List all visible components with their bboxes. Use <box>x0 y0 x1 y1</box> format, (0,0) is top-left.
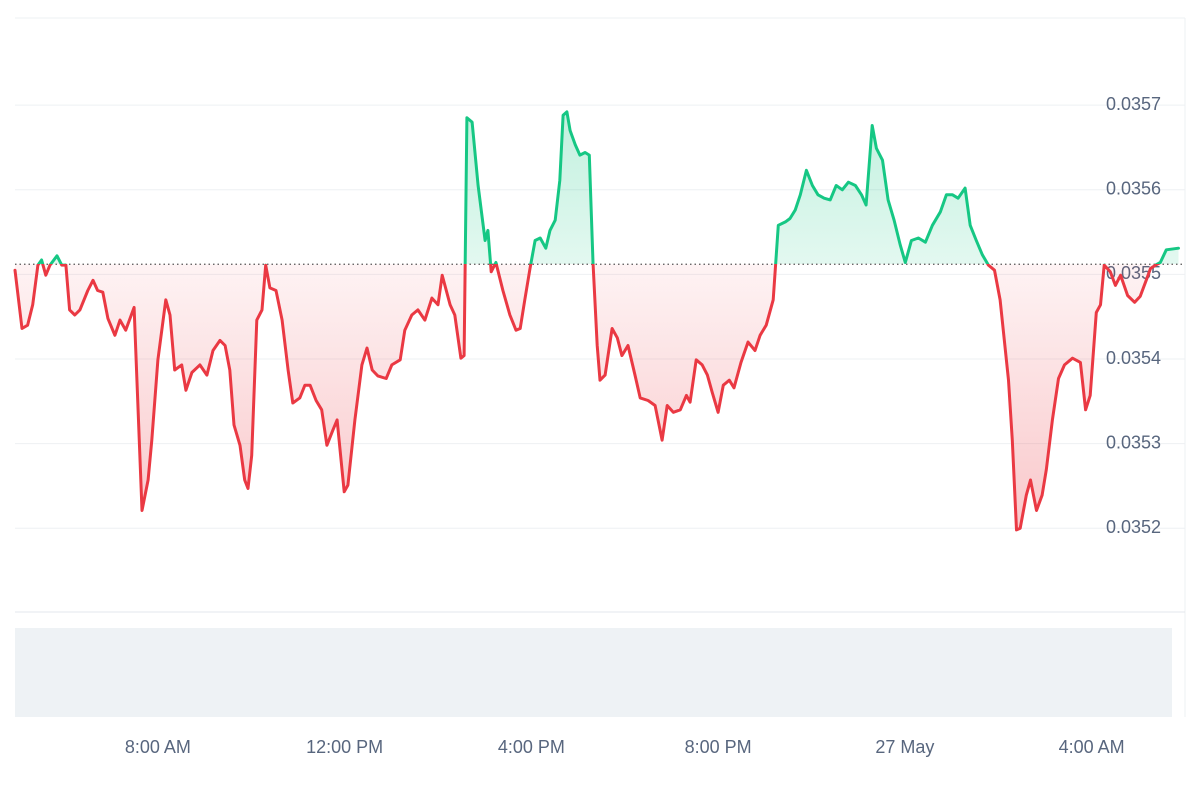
x-tick-label: 27 May <box>875 737 934 757</box>
y-tick-label: 0.0356 <box>1106 179 1161 199</box>
price-line <box>13 110 1180 532</box>
x-tick-label: 4:00 PM <box>498 737 565 757</box>
y-tick-label: 0.0353 <box>1106 432 1161 452</box>
x-tick-label: 12:00 PM <box>306 737 383 757</box>
x-tick-label: 4:00 AM <box>1059 737 1125 757</box>
y-tick-label: 0.0354 <box>1106 348 1161 368</box>
x-tick-label: 8:00 PM <box>685 737 752 757</box>
x-tick-label: 8:00 AM <box>125 737 191 757</box>
y-tick-label: 0.0357 <box>1106 94 1161 114</box>
y-tick-label: 0.0352 <box>1106 517 1161 537</box>
volume-band <box>15 628 1172 717</box>
